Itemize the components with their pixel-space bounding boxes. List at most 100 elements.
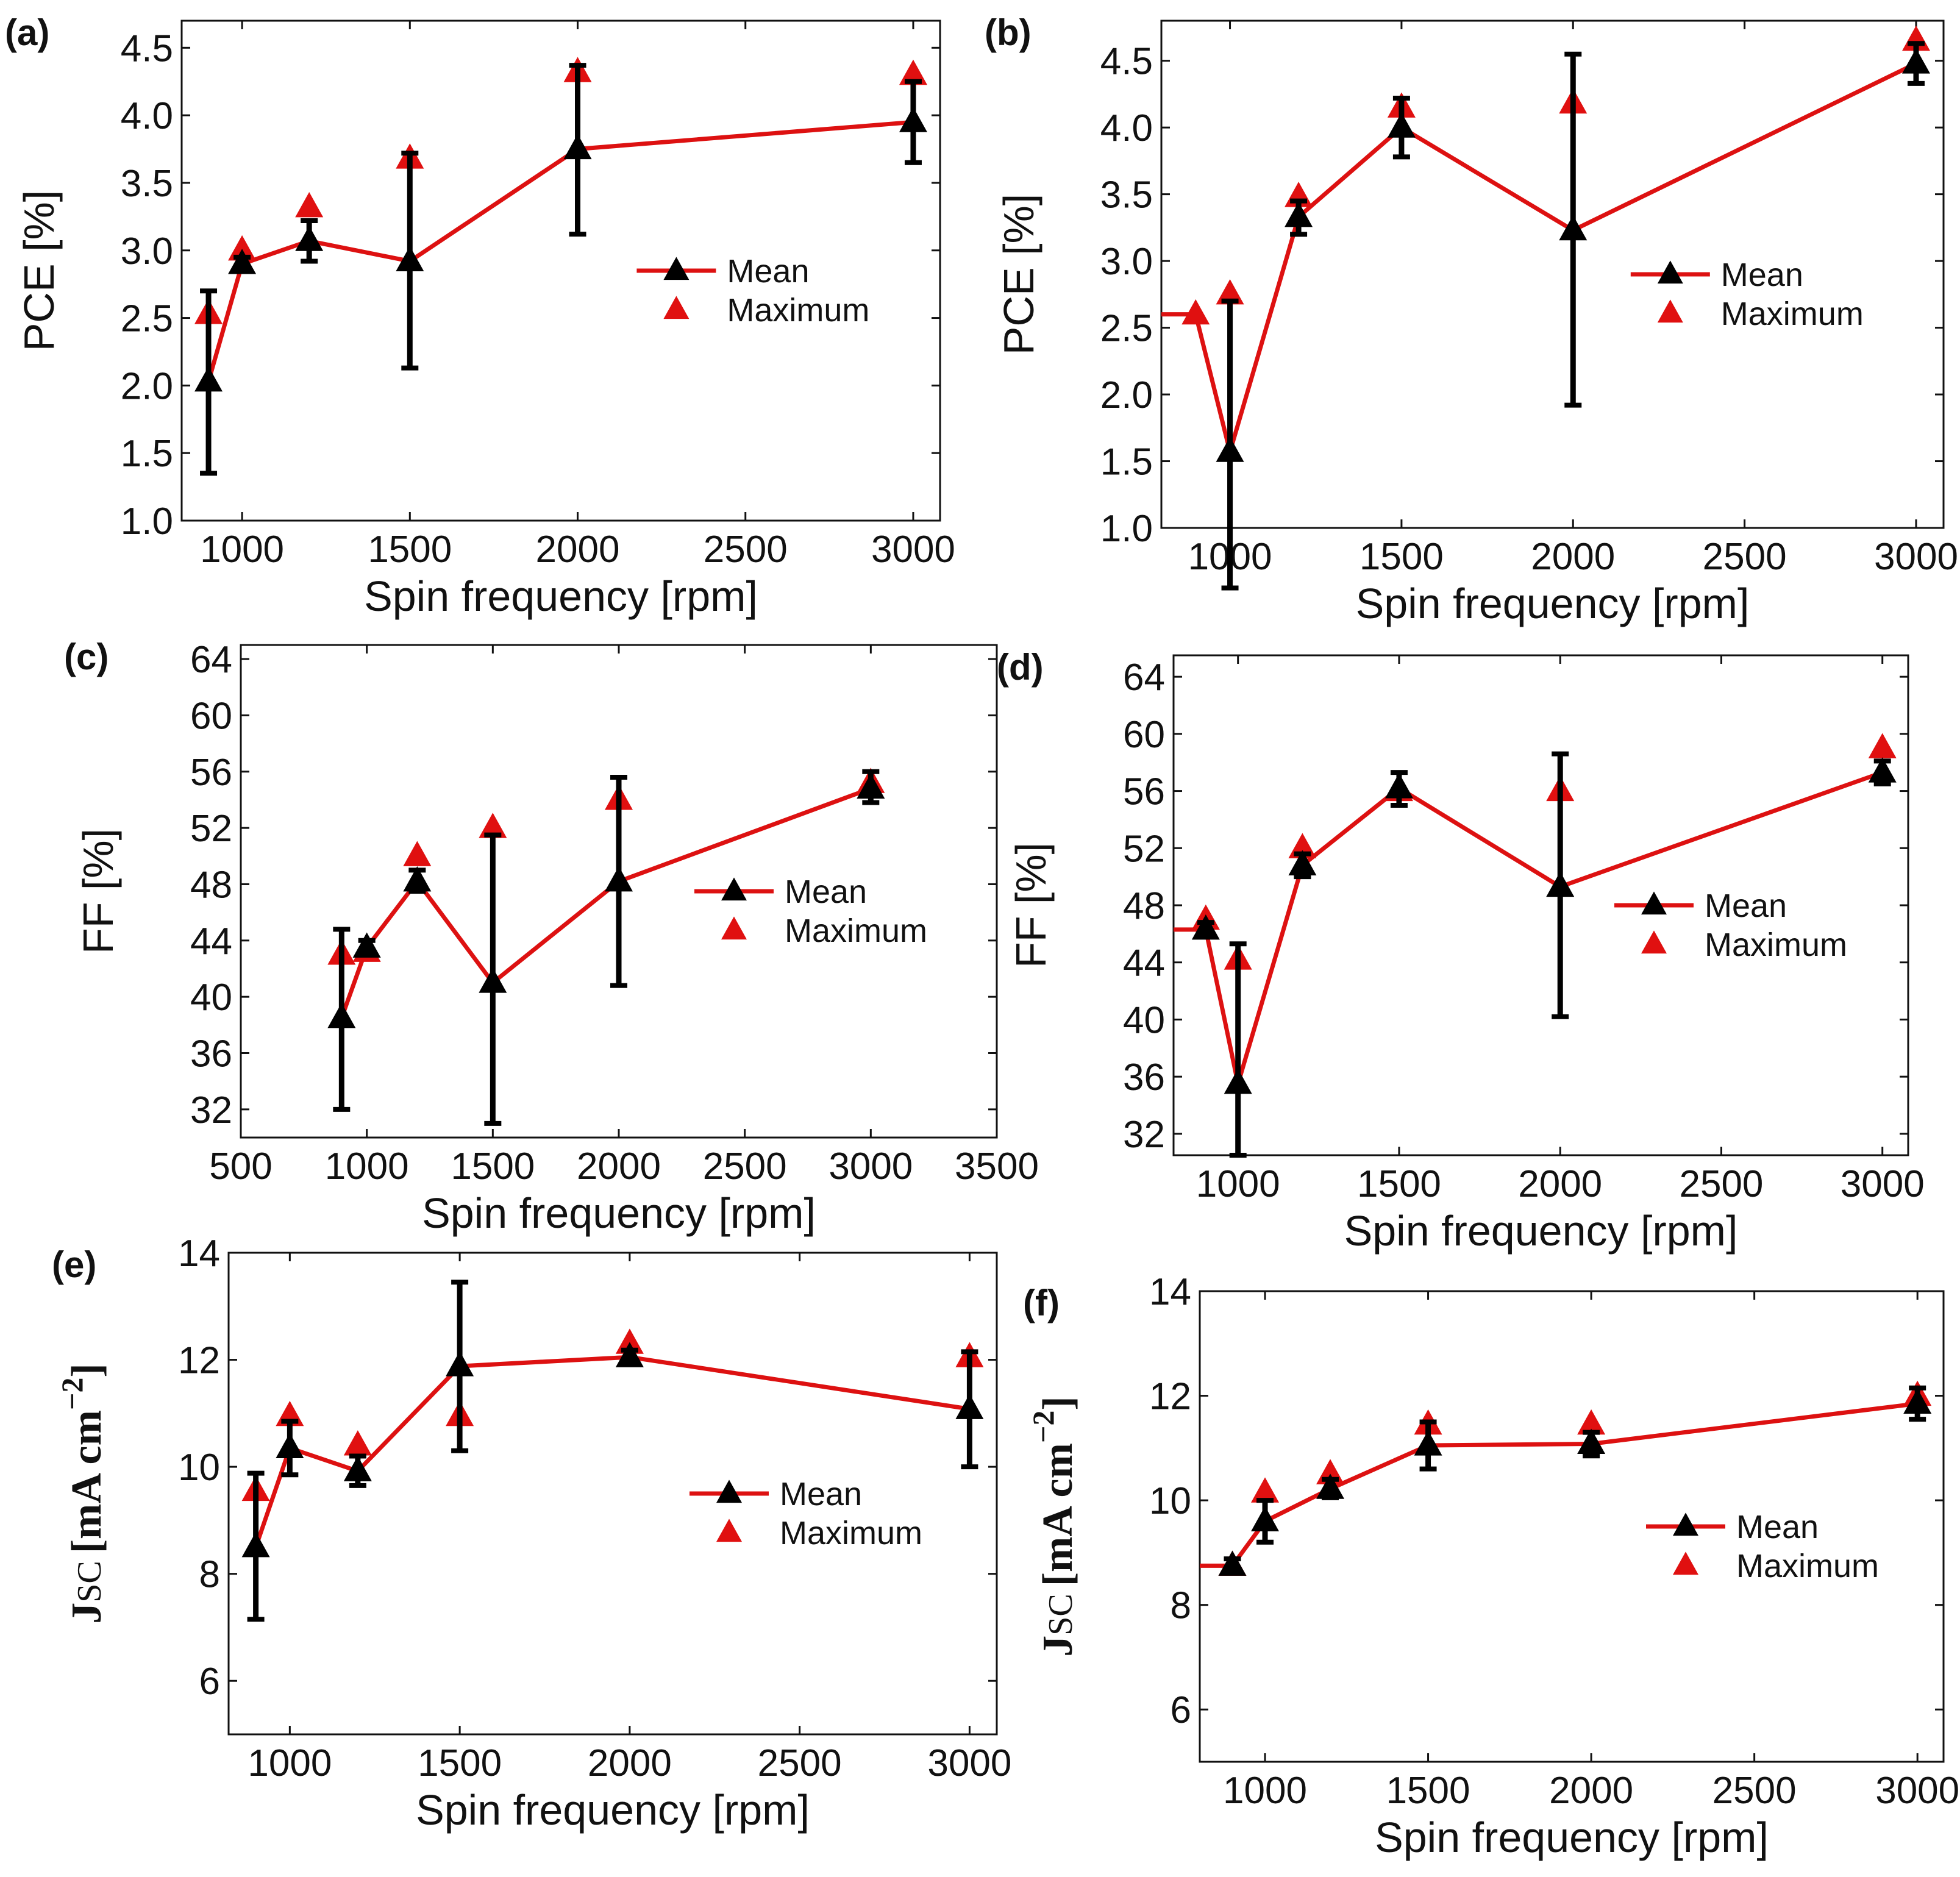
x-tick-label: 1500 — [1357, 1163, 1441, 1205]
mean-marker — [352, 932, 381, 958]
mean-marker — [615, 1342, 644, 1367]
maximum-marker — [343, 1430, 372, 1456]
plot-frame — [180, 20, 941, 522]
y-axis-label: FF [%] — [1007, 842, 1055, 968]
panel-label: (a) — [5, 12, 49, 53]
x-axis-label: Spin frequency [rpm] — [1356, 580, 1750, 627]
mean-marker — [1251, 1506, 1280, 1531]
y-tick-label: 2.5 — [1100, 308, 1153, 350]
y-tick-label: 4.5 — [1100, 41, 1153, 83]
maximum-marker — [228, 235, 257, 261]
y-tick-label: 2.0 — [121, 365, 173, 407]
y-tick-label: 1.0 — [1100, 508, 1153, 550]
x-tick-label: 2000 — [1531, 536, 1615, 578]
legend-maximum-marker — [1641, 930, 1667, 954]
maximum-marker — [615, 1328, 644, 1354]
x-tick-label: 2000 — [1549, 1770, 1633, 1812]
maximum-marker — [479, 813, 507, 838]
panel-e: 1000 1500 2000 2500 3000 6 8 10 12 14 Spin frequen… — [52, 1233, 1011, 1834]
y-tick-label: 12 — [178, 1340, 220, 1382]
panel-d: 1000 1500 2000 2500 3000 32 36 40 44 48 52 56 60 64 Sp… — [997, 647, 1925, 1255]
mean-marker — [276, 1433, 304, 1458]
maximum-marker — [1577, 1409, 1606, 1435]
legend-mean-marker — [1641, 891, 1667, 915]
y-axis-label: PCE [%] — [15, 190, 63, 352]
mean-marker — [479, 967, 507, 993]
legend-maximum-marker — [1673, 1551, 1698, 1575]
mean-marker — [1218, 1550, 1247, 1576]
mean-marker — [1224, 1069, 1252, 1094]
y-tick-label: 6 — [199, 1661, 220, 1703]
panel-label: (d) — [997, 647, 1044, 688]
mean-marker — [241, 1531, 270, 1558]
y-tick-label: 64 — [190, 639, 232, 681]
y-axis-label: FF [%] — [74, 828, 122, 954]
legend-mean-label: Mean — [1736, 1509, 1819, 1545]
mean-series-line — [206, 119, 914, 382]
y-tick-label: 10 — [1149, 1480, 1191, 1522]
mean-marker — [343, 1456, 372, 1481]
x-tick-label: 2000 — [1518, 1163, 1602, 1205]
y-tick-label: 48 — [190, 864, 232, 906]
x-tick-label: 3000 — [871, 529, 955, 571]
legend-maximum-label: Maximum — [785, 913, 927, 949]
x-tick-label: 1500 — [451, 1145, 535, 1188]
x-tick-label: 2000 — [588, 1742, 672, 1784]
legend-mean-marker — [716, 1480, 742, 1503]
x-axis-label: Spin frequency [rpm] — [416, 1786, 810, 1834]
legend-mean-label: Mean — [785, 874, 867, 910]
y-axis-label: JSC[mA cm−2] — [55, 1363, 110, 1624]
legend-mean-label: Mean — [1705, 888, 1787, 924]
y-tick-label: 2.0 — [1100, 374, 1153, 416]
y-tick-label: 52 — [190, 808, 232, 850]
y-tick-label: 48 — [1123, 885, 1165, 927]
x-tick-label: 1500 — [1386, 1770, 1470, 1812]
y-tick-label: 8 — [199, 1554, 220, 1596]
x-tick-label: 1000 — [1223, 1770, 1307, 1812]
y-tick-label: 40 — [1123, 999, 1165, 1041]
y-tick-label: 14 — [178, 1233, 220, 1275]
x-axis-label: Spin frequency [rpm] — [1344, 1207, 1738, 1255]
x-tick-label: 3000 — [829, 1145, 913, 1188]
mean-marker — [327, 1002, 356, 1028]
x-axis-label: Spin frequency [rpm] — [364, 572, 758, 620]
mean-marker — [1288, 850, 1317, 875]
mean-marker — [1546, 871, 1575, 897]
y-tick-label: 3.5 — [1100, 174, 1153, 216]
x-tick-label: 3000 — [1875, 1770, 1959, 1812]
y-axis-label: PCE [%] — [995, 194, 1042, 355]
plot-frame — [227, 1252, 998, 1736]
legend-mean-marker — [721, 877, 747, 901]
legend-mean-label: Mean — [727, 253, 809, 290]
y-tick-label: 1.5 — [121, 433, 173, 475]
mean-marker — [899, 107, 927, 132]
y-tick-label: 8 — [1171, 1585, 1191, 1627]
mean-marker — [446, 1351, 474, 1377]
y-tick-label: 36 — [190, 1033, 232, 1075]
legend-maximum-marker — [721, 916, 747, 940]
mean-marker — [194, 366, 223, 392]
maximum-marker — [1181, 299, 1210, 325]
y-tick-label: 36 — [1123, 1056, 1165, 1099]
maximum-marker — [1868, 733, 1897, 758]
y-tick-label: 1.5 — [1100, 441, 1153, 483]
y-tick-label: 3.0 — [1100, 241, 1153, 283]
mean-marker — [955, 1394, 984, 1419]
y-tick-label: 64 — [1123, 657, 1165, 699]
mean-marker — [1316, 1473, 1345, 1499]
panel-label: (c) — [64, 636, 109, 677]
y-tick-label: 10 — [178, 1447, 220, 1489]
y-tick-label: 3.0 — [121, 230, 173, 272]
x-tick-label: 1500 — [1360, 536, 1444, 578]
legend-maximum-label: Maximum — [1736, 1548, 1879, 1584]
y-tick-label: 4.5 — [121, 27, 173, 69]
y-tick-label: 32 — [1123, 1114, 1165, 1156]
y-tick-label: 6 — [1171, 1689, 1191, 1731]
mean-marker — [1285, 202, 1313, 227]
y-tick-label: 3.5 — [121, 163, 173, 205]
x-tick-label: 1000 — [200, 529, 284, 571]
x-tick-label: 2000 — [577, 1145, 661, 1188]
mean-series-line — [254, 1355, 970, 1548]
legend-maximum-label: Maximum — [727, 292, 869, 329]
